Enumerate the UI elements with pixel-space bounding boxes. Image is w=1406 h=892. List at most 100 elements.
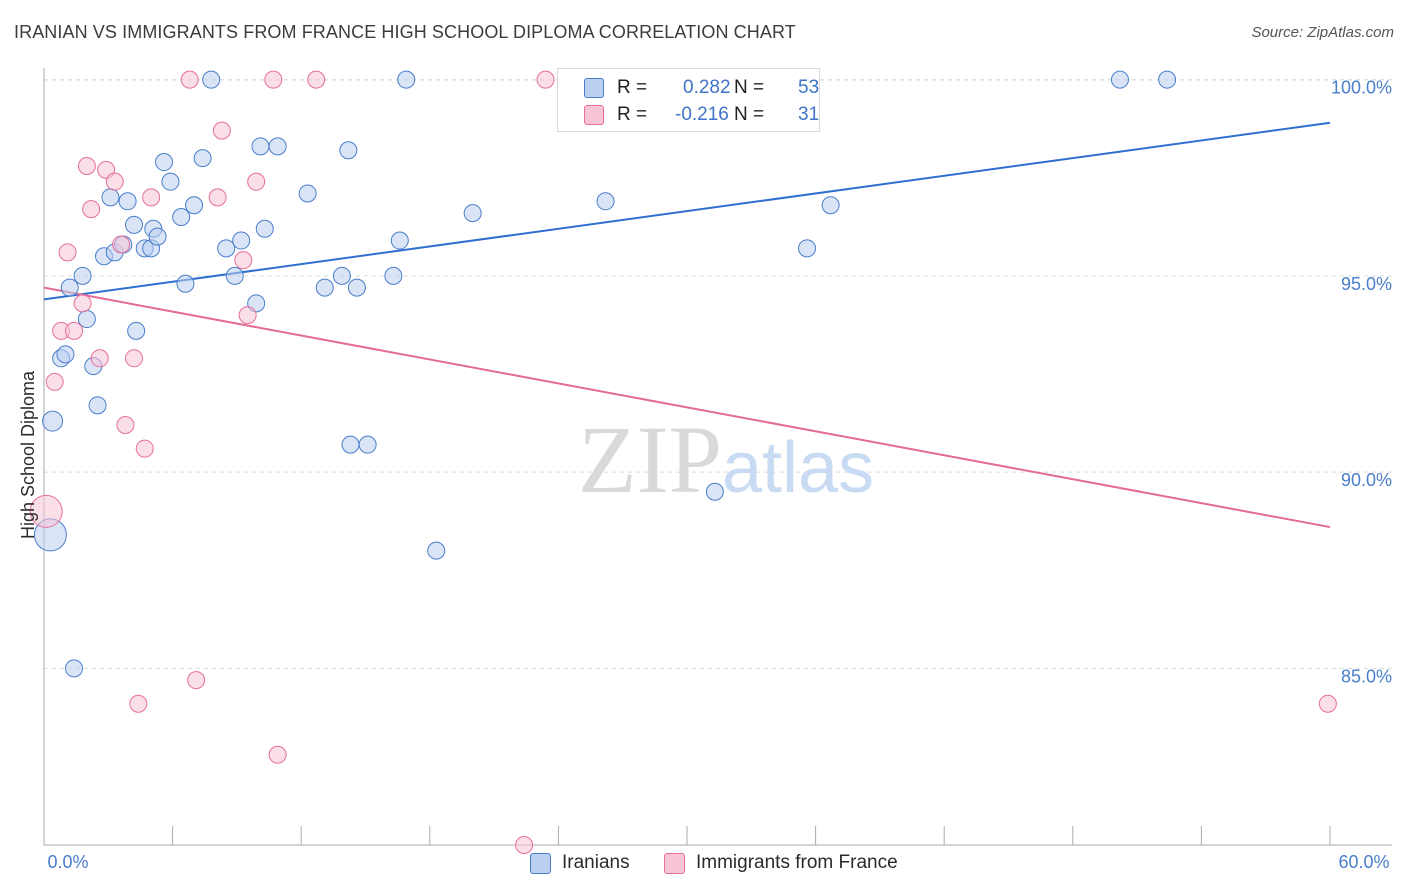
point-iranians <box>56 345 75 364</box>
x-tick-label: 0.0% <box>47 852 88 872</box>
point-iranians <box>232 231 251 250</box>
point-iranians <box>77 310 96 329</box>
y-axis-label: High School Diploma <box>18 370 38 539</box>
point-iranians <box>101 188 120 207</box>
point-iranians <box>1110 70 1129 89</box>
point-iranians <box>42 410 64 432</box>
point-iranians <box>73 266 92 285</box>
point-iranians <box>118 192 137 211</box>
stats-legend: R = 0.282 N = 53 R = -0.216 N = 31 <box>557 68 820 132</box>
n-label: N = <box>734 77 765 98</box>
point-iranians <box>225 266 244 285</box>
point-france <box>45 372 64 391</box>
y-tick-label: 95.0% <box>1341 274 1392 294</box>
point-iranians <box>161 172 180 191</box>
point-france <box>112 235 131 254</box>
point-iranians <box>821 196 840 215</box>
point-france <box>536 70 555 89</box>
point-france <box>208 188 227 207</box>
point-iranians <box>397 70 416 89</box>
point-iranians <box>268 137 287 156</box>
point-france <box>77 156 96 175</box>
data-points <box>29 70 1337 854</box>
point-iranians <box>185 196 204 215</box>
r-label: R = <box>617 77 648 98</box>
y-tick-label: 85.0% <box>1341 666 1392 686</box>
point-iranians <box>65 659 84 678</box>
n-label: N = <box>734 104 765 125</box>
watermark-zip: ZIP <box>578 406 722 513</box>
point-france <box>29 494 63 528</box>
chart-title: IRANIAN VS IMMIGRANTS FROM FRANCE HIGH S… <box>14 22 796 42</box>
point-iranians <box>172 208 191 226</box>
point-iranians <box>1158 70 1177 89</box>
point-iranians <box>202 70 221 89</box>
r-label: R = <box>617 104 648 125</box>
point-france <box>515 836 534 854</box>
point-iranians <box>298 184 317 203</box>
point-iranians <box>339 141 358 160</box>
point-france <box>73 294 92 313</box>
point-france <box>307 70 326 89</box>
point-france <box>1318 694 1337 713</box>
point-france <box>135 439 154 458</box>
r-value: 0.282 <box>683 77 731 98</box>
trend-line-france <box>43 286 1331 529</box>
point-iranians <box>176 274 195 293</box>
point-iranians <box>125 215 144 234</box>
legend-swatch-blue <box>584 78 604 98</box>
point-iranians <box>148 227 167 246</box>
point-france <box>58 243 77 262</box>
tick-labels: 85.0% 90.0% 95.0% 100.0% 0.0% 60.0% <box>47 78 1392 872</box>
point-iranians <box>88 396 107 415</box>
legend-swatch-pink <box>584 105 604 125</box>
point-france <box>82 200 101 219</box>
point-france <box>264 70 283 89</box>
point-france <box>105 172 124 191</box>
watermark-atlas: atlas <box>722 428 874 508</box>
y-tick-label: 90.0% <box>1341 470 1392 490</box>
point-iranians <box>705 482 724 501</box>
axes <box>43 68 1392 846</box>
r-value: -0.216 <box>675 104 729 125</box>
point-france <box>187 671 206 690</box>
point-iranians <box>390 231 409 250</box>
legend-swatch-blue <box>530 853 551 874</box>
point-iranians <box>60 278 79 297</box>
point-france <box>116 416 135 435</box>
point-france <box>180 70 199 89</box>
point-france <box>129 694 148 713</box>
point-france <box>142 188 161 207</box>
legend-label-iranians: Iranians <box>562 852 630 873</box>
point-iranians <box>463 204 482 223</box>
point-iranians <box>341 435 360 454</box>
trend-line-iranians <box>43 121 1331 301</box>
point-iranians <box>427 541 446 560</box>
point-france <box>238 306 257 325</box>
point-iranians <box>255 219 274 238</box>
point-iranians <box>798 239 817 258</box>
point-france <box>234 251 253 270</box>
point-france <box>212 121 231 140</box>
x-tick-label: 60.0% <box>1338 852 1389 872</box>
point-iranians <box>384 266 403 285</box>
point-france <box>247 172 266 191</box>
n-value: 53 <box>798 77 820 98</box>
point-france <box>125 349 144 368</box>
n-value: 31 <box>798 104 820 125</box>
point-france <box>90 349 109 368</box>
y-tick-label: 100.0% <box>1331 78 1392 98</box>
legend-label-france: Immigrants from France <box>696 852 898 873</box>
point-iranians <box>155 153 174 172</box>
point-france <box>65 321 84 340</box>
gridlines <box>44 79 1392 669</box>
point-iranians <box>332 266 351 285</box>
source-label: Source: ZipAtlas.com <box>1251 24 1394 41</box>
legend-swatch-pink <box>664 853 685 874</box>
point-iranians <box>251 137 270 156</box>
point-iranians <box>193 149 212 168</box>
trend-lines <box>43 121 1331 529</box>
point-iranians <box>315 278 334 297</box>
point-iranians <box>217 239 236 258</box>
